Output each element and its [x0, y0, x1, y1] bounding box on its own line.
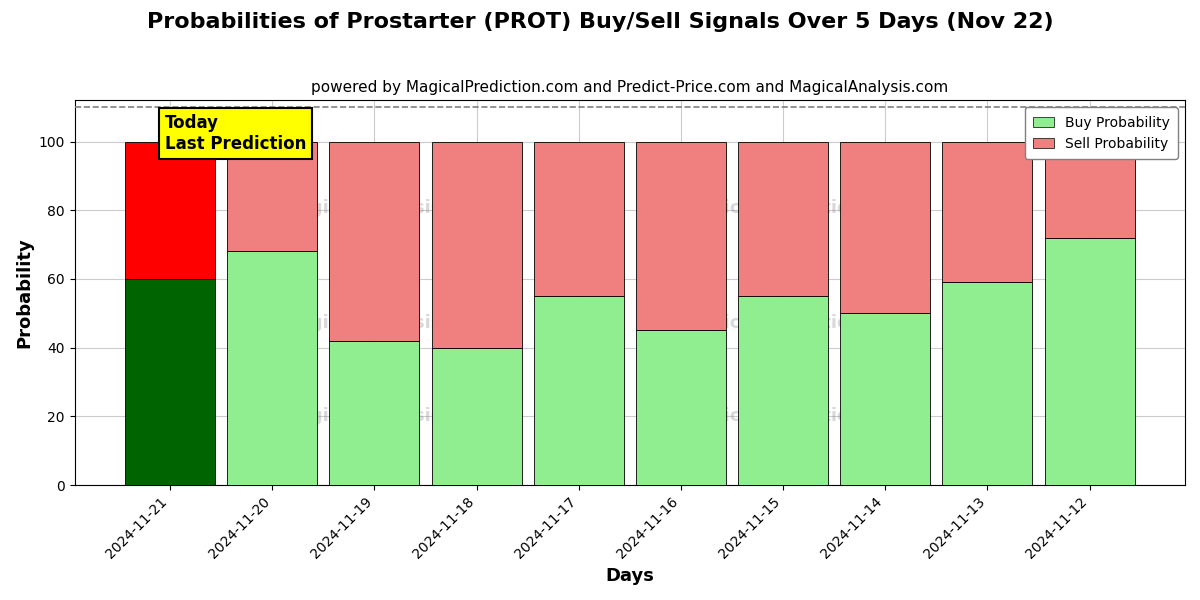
Bar — [840, 142, 930, 313]
Bar — [1045, 142, 1134, 238]
Bar — [125, 142, 215, 279]
Bar — [227, 142, 317, 251]
Legend: Buy Probability, Sell Probability: Buy Probability, Sell Probability — [1025, 107, 1178, 159]
Bar — [1045, 238, 1134, 485]
Bar — [534, 142, 624, 296]
Bar — [636, 331, 726, 485]
Bar — [840, 313, 930, 485]
Text: Today
Last Prediction: Today Last Prediction — [164, 114, 306, 153]
Bar — [432, 347, 522, 485]
Bar — [636, 142, 726, 331]
Text: MagicalPrediction.com: MagicalPrediction.com — [682, 199, 911, 217]
Text: MagicalAnalysis.com: MagicalAnalysis.com — [281, 199, 491, 217]
Bar — [738, 142, 828, 296]
Bar — [738, 296, 828, 485]
Y-axis label: Probability: Probability — [16, 238, 34, 348]
Bar — [534, 296, 624, 485]
Text: MagicalAnalysis.com: MagicalAnalysis.com — [281, 314, 491, 332]
Text: Probabilities of Prostarter (PROT) Buy/Sell Signals Over 5 Days (Nov 22): Probabilities of Prostarter (PROT) Buy/S… — [146, 12, 1054, 32]
Bar — [330, 341, 419, 485]
Text: MagicalAnalysis.com: MagicalAnalysis.com — [281, 407, 491, 425]
Bar — [330, 142, 419, 341]
Text: MagicalPrediction.com: MagicalPrediction.com — [682, 407, 911, 425]
Bar — [942, 142, 1032, 283]
Bar — [227, 251, 317, 485]
Bar — [432, 142, 522, 347]
X-axis label: Days: Days — [605, 567, 654, 585]
Title: powered by MagicalPrediction.com and Predict-Price.com and MagicalAnalysis.com: powered by MagicalPrediction.com and Pre… — [311, 80, 948, 95]
Bar — [125, 279, 215, 485]
Text: MagicalPrediction.com: MagicalPrediction.com — [682, 314, 911, 332]
Bar — [942, 283, 1032, 485]
